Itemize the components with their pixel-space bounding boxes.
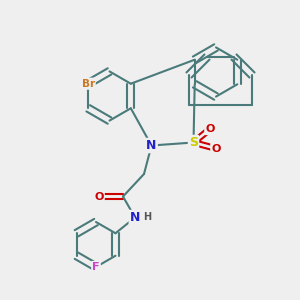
Text: N: N bbox=[130, 211, 140, 224]
Text: H: H bbox=[143, 212, 152, 223]
Text: O: O bbox=[211, 143, 221, 154]
Text: S: S bbox=[189, 136, 198, 149]
Text: O: O bbox=[94, 191, 104, 202]
Text: F: F bbox=[92, 262, 100, 272]
Text: Br: Br bbox=[82, 79, 95, 89]
Text: O: O bbox=[205, 124, 215, 134]
Text: N: N bbox=[146, 139, 157, 152]
